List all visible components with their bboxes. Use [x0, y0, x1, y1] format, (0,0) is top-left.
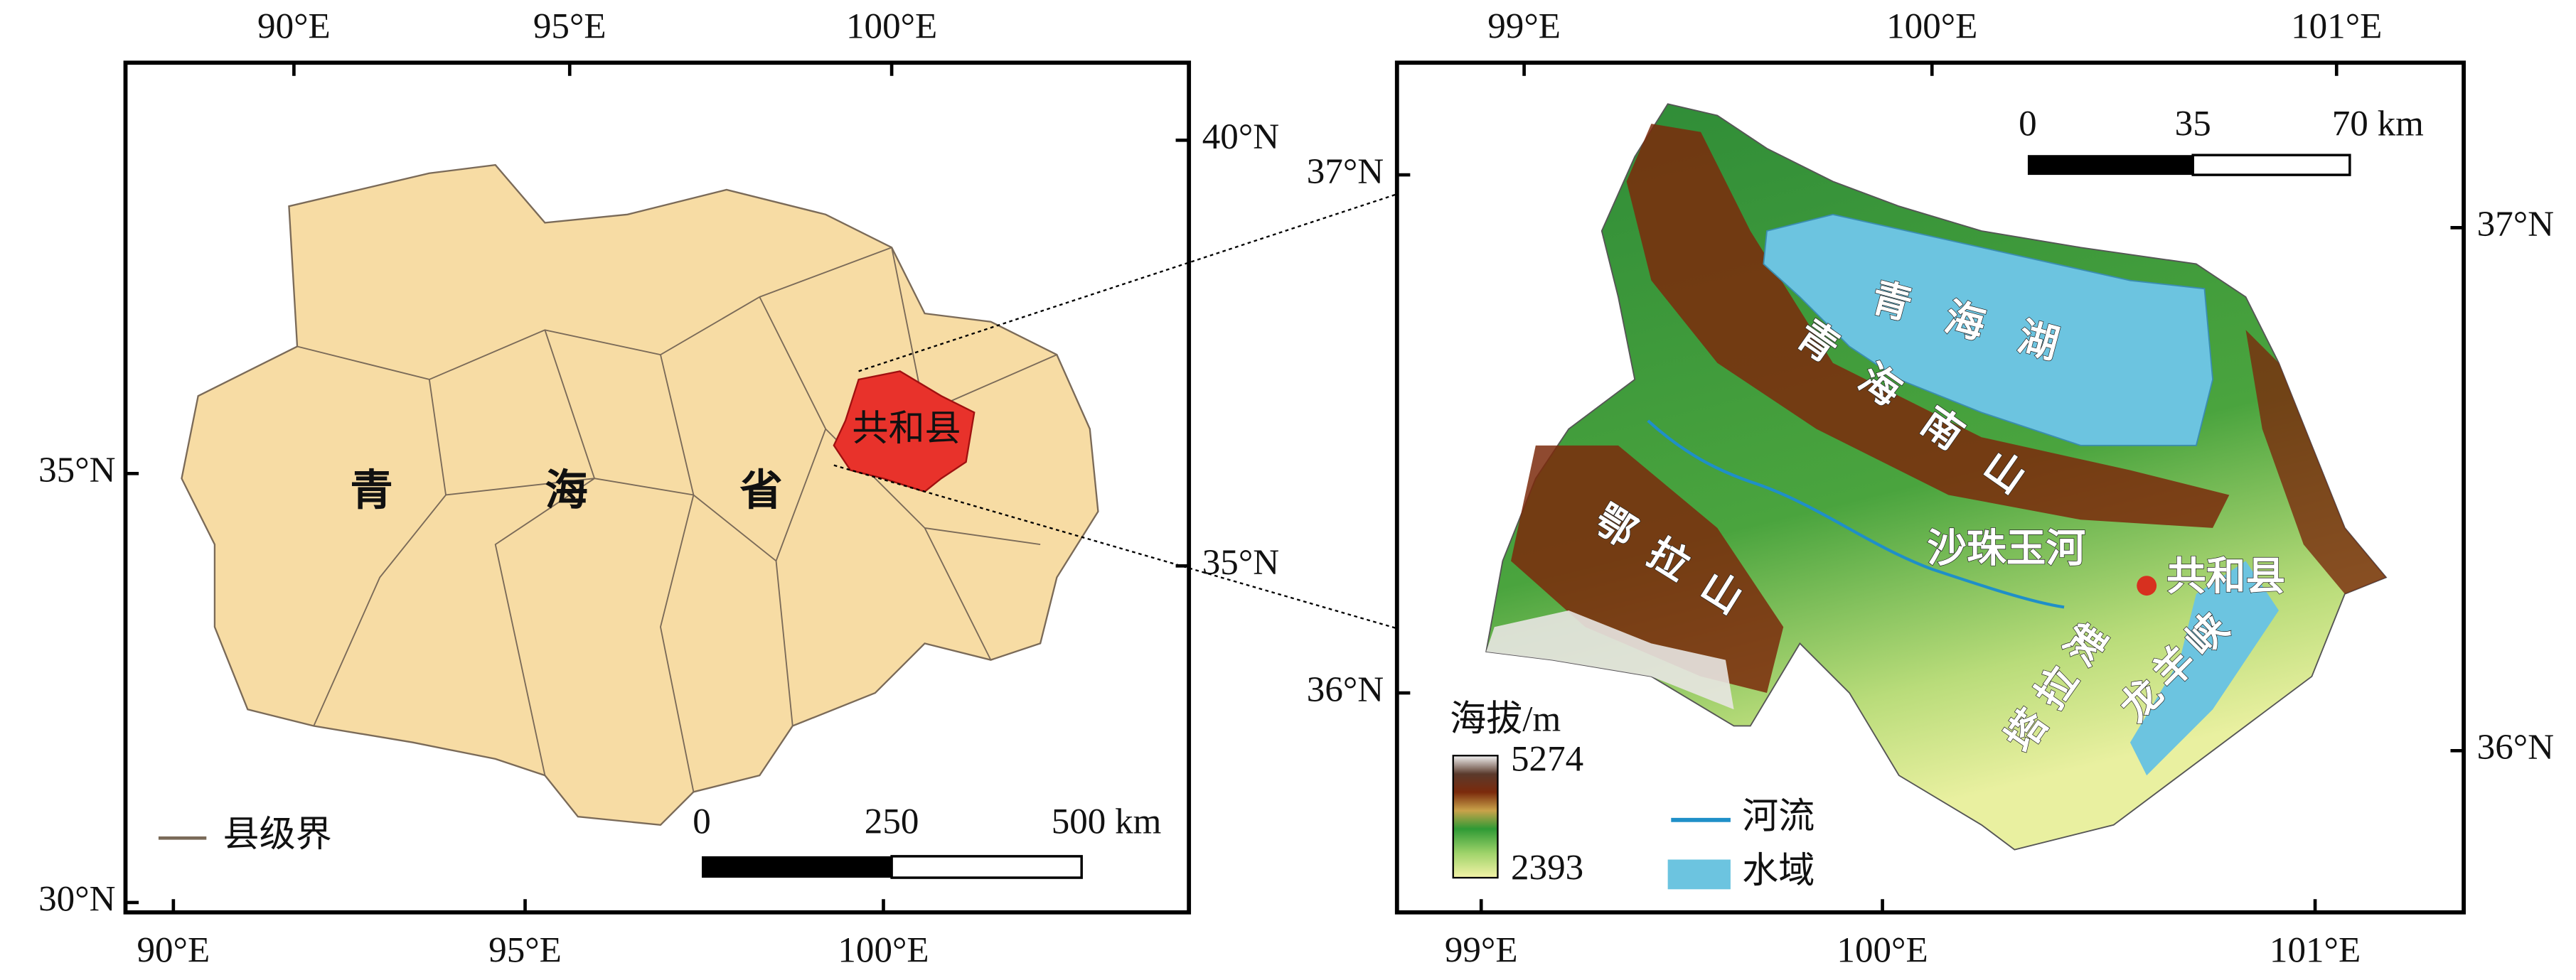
mountain-range — [2245, 330, 2386, 594]
legend-max: 5274 — [1511, 738, 1583, 779]
gonghe-county — [833, 370, 976, 493]
top-tick-label: 95°E — [533, 6, 606, 47]
elevation-colorbar — [1452, 755, 1499, 879]
legend-water-swatch — [1667, 859, 1731, 890]
top-tick-label: 101°E — [2291, 6, 2382, 47]
scale-label: 0 — [2019, 103, 2037, 144]
top-tick-label: 90°E — [257, 6, 331, 47]
bottom-tick-label: 90°E — [137, 930, 210, 971]
legend-min: 2393 — [1511, 848, 1583, 888]
top-tick-label: 100°E — [1886, 6, 1977, 47]
scale-label: 0 — [693, 801, 711, 841]
province-label: 青海省 — [350, 467, 934, 515]
left-tick-label: 36°N — [1307, 669, 1384, 710]
county-label: 共和县 — [852, 409, 961, 449]
legend-water: 水域 — [1742, 851, 1815, 891]
left-map: 青海省 共和县 90°E 95°E 100°E 90°E 95°E 100°E … — [38, 6, 1279, 971]
county-marker — [2137, 576, 2157, 596]
right-tick-label: 37°N — [2477, 204, 2554, 244]
right-tick-label: 35°N — [1202, 542, 1279, 583]
legend-river: 河流 — [1742, 797, 1815, 837]
top-tick-label: 100°E — [846, 6, 937, 47]
right-tick-label: 40°N — [1202, 117, 1279, 157]
bottom-tick-label: 95°E — [488, 930, 562, 971]
bottom-tick-label: 100°E — [838, 930, 929, 971]
ticks — [125, 63, 1190, 912]
province-area — [181, 163, 1099, 826]
left-tick-label: 35°N — [38, 450, 115, 490]
scale-bar — [702, 856, 892, 878]
mountain-range — [1626, 124, 2230, 528]
scale-label: 70 km — [2332, 103, 2424, 144]
bottom-tick-label: 100°E — [1837, 930, 1928, 971]
left-tick-label: 37°N — [1307, 151, 1384, 192]
right-tick-label: 36°N — [2477, 727, 2554, 768]
scale-label: 250 — [865, 801, 919, 841]
county-label: 共和县 — [2166, 555, 2285, 599]
frame — [123, 60, 1192, 915]
river — [1647, 419, 2065, 609]
ticks — [1396, 63, 2464, 912]
scale-bar — [890, 855, 1083, 879]
bottom-tick-label: 101°E — [2270, 930, 2361, 971]
scale-label: 500 km — [1052, 801, 1162, 841]
right-map: 青海湖 青海南山 鄂拉山 沙珠玉河 共和县 塔拉滩 龙羊峡 99°E 100°E… — [1307, 6, 2554, 971]
legend-title: 海拔/m — [1450, 699, 1561, 740]
scale-bar — [2027, 155, 2193, 176]
lake — [1763, 213, 2214, 446]
river-label: 沙珠玉河 — [1927, 527, 2085, 571]
snow-peaks — [1486, 610, 1734, 710]
left-tick-label: 30°N — [38, 879, 115, 920]
reservoir — [2129, 561, 2279, 776]
mountain-range — [1511, 445, 1784, 694]
legend-label: 县级界 — [223, 814, 332, 855]
scale-label: 35 — [2175, 103, 2211, 144]
zoom-line — [833, 464, 1495, 658]
top-tick-label: 99°E — [1487, 6, 1561, 47]
bottom-tick-label: 99°E — [1445, 930, 1518, 971]
scale-bar — [2191, 154, 2351, 176]
